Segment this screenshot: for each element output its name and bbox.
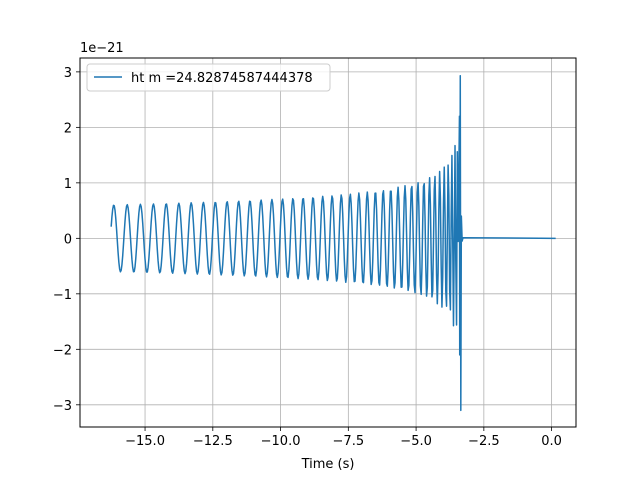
legend-box: [86, 63, 331, 92]
x-tick-label: −15.0: [125, 434, 165, 449]
x-tick-label: −5.0: [400, 434, 432, 449]
y-tick-label: 3: [64, 66, 72, 81]
x-tick-label: −12.5: [193, 434, 233, 449]
x-axis: −15.0 −12.5 −10.0 −7.5 −5.0 −2.5 0.0: [125, 427, 562, 449]
x-tick-label: 0.0: [541, 434, 562, 449]
legend: ht m =24.82874587444378: [86, 63, 331, 92]
y-tick-label: −2: [53, 343, 72, 358]
y-tick-label: 2: [64, 121, 72, 136]
y-tick-label: −1: [53, 288, 72, 303]
y-tick-label: 1: [64, 177, 72, 192]
x-tick-label: −7.5: [333, 434, 365, 449]
waveform-line: [110, 75, 556, 412]
x-tick-label: −10.0: [261, 434, 301, 449]
legend-label: ht m =24.82874587444378: [131, 71, 313, 86]
x-tick-label: −2.5: [468, 434, 500, 449]
y-tick-label: −3: [53, 399, 72, 414]
offset-label: 1e−21: [80, 41, 124, 56]
axes-frame: [79, 57, 577, 428]
y-tick-label: 0: [64, 232, 72, 247]
x-axis-label: Time (s): [301, 457, 355, 472]
plot-area: [110, 75, 556, 412]
y-axis: −3 −2 −1 0 1 2 3: [53, 66, 80, 414]
